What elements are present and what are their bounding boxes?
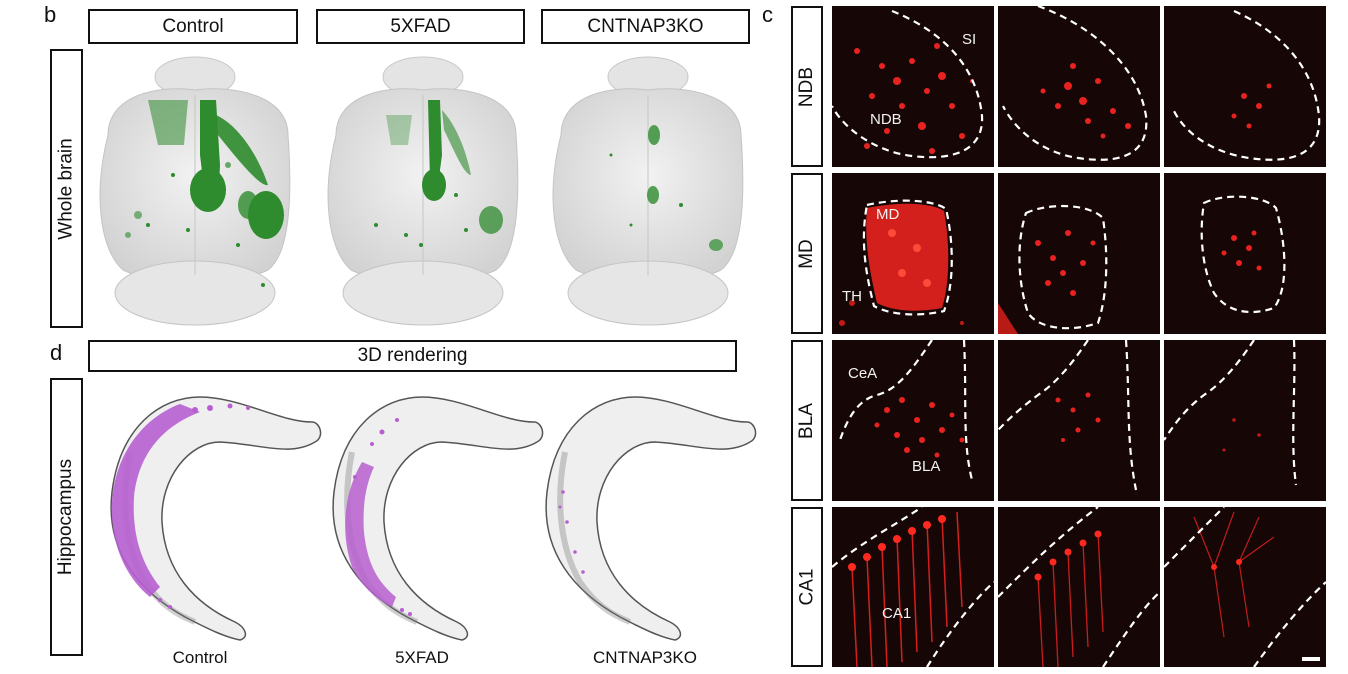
micrograph-md-cntnap3ko <box>1164 173 1326 334</box>
hippo-label-control: Control <box>172 648 228 667</box>
hippocampus-cells-cntnap3ko <box>558 490 585 574</box>
hippocampus-render-5xfad <box>332 396 544 641</box>
row-label-whole-brain-text: Whole brain <box>55 137 77 240</box>
panel-letter-c: c <box>762 2 773 27</box>
micrograph-md-5xfad <box>998 173 1160 334</box>
brain-render-control <box>99 56 291 326</box>
panel-letter-b: b <box>44 2 57 27</box>
row-label-whole-brain: Whole brain <box>50 49 83 328</box>
hippo-label-5xfad: 5XFAD <box>395 648 449 667</box>
hippocampus-cells-control <box>111 403 250 609</box>
row-label-ca1: CA1 <box>791 507 823 667</box>
row-label-md: MD <box>791 173 823 334</box>
region-label-md: MD <box>876 206 900 223</box>
region-label-th: TH <box>842 288 862 305</box>
labeled-cells-control <box>125 100 284 287</box>
region-label-ndb: NDB <box>870 111 902 128</box>
micrograph-md-control: MD TH <box>832 173 994 334</box>
micrograph-ca1-5xfad <box>998 507 1160 667</box>
micrograph-bla-control: CeA BLA <box>832 340 994 501</box>
row-label-md-text: MD <box>796 238 817 269</box>
row-label-bla: BLA <box>791 340 823 501</box>
micrograph-ndb-5xfad <box>998 6 1160 167</box>
region-label-bla: BLA <box>912 458 941 475</box>
column-header-5xfad: 5XFAD <box>316 9 525 44</box>
row-label-ca1-text: CA1 <box>796 568 817 606</box>
scale-bar <box>1302 657 1320 661</box>
row-label-ndb: NDB <box>791 6 823 167</box>
micrograph-bla-5xfad <box>998 340 1160 501</box>
row-label-bla-text: BLA <box>796 402 818 439</box>
region-label-si: SI <box>962 31 977 48</box>
panel-letter-d: d <box>50 340 63 365</box>
column-header-cntnap3ko: CNTNAP3KO <box>541 9 750 44</box>
hippocampus-render-cntnap3ko <box>545 396 757 641</box>
row-label-hippocampus-text: Hippocampus <box>55 458 77 576</box>
hippocampus-render-control <box>110 396 322 641</box>
micrograph-ndb-control: SI NDB <box>832 6 994 167</box>
hippocampus-cells-5xfad <box>345 418 412 616</box>
micrograph-bla-cntnap3ko <box>1164 340 1326 501</box>
row-label-ndb-text: NDB <box>796 66 817 107</box>
micrograph-ca1-control: CA1 <box>832 507 994 667</box>
region-label-ca1: CA1 <box>882 605 912 622</box>
hippo-label-cntnap3ko: CNTNAP3KO <box>593 648 697 667</box>
micrograph-ndb-cntnap3ko <box>1164 6 1326 167</box>
row-label-hippocampus: Hippocampus <box>50 378 83 656</box>
brain-render-cntnap3ko <box>552 56 744 326</box>
panel-d-header: 3D rendering <box>88 340 737 372</box>
region-label-cea: CeA <box>848 365 878 382</box>
column-header-control: Control <box>88 9 298 44</box>
labeled-cells-cntnap3ko <box>609 125 723 251</box>
micrograph-ca1-cntnap3ko <box>1164 507 1326 667</box>
labeled-cells-5xfad <box>374 100 503 247</box>
brain-render-5xfad <box>327 56 519 326</box>
